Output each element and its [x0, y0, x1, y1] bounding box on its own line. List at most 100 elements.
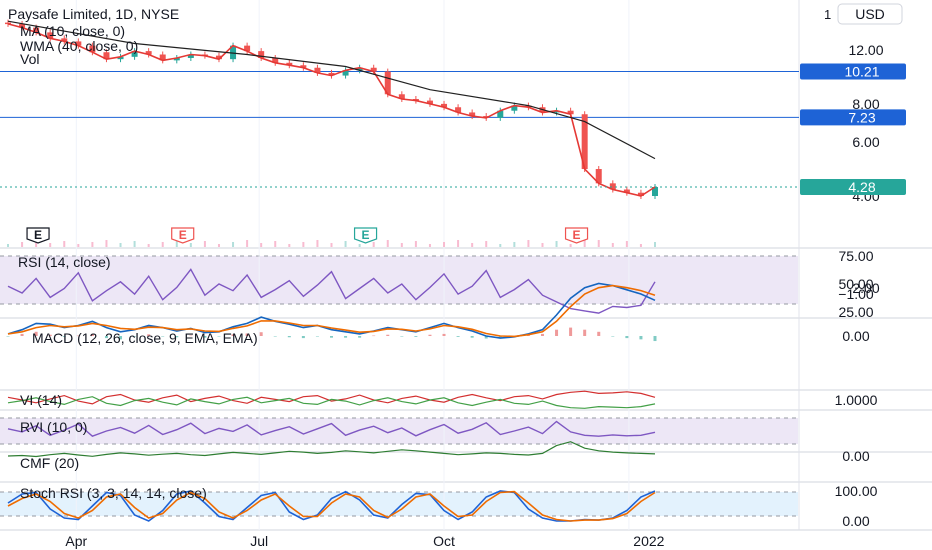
- macd-hist-bar-33: [470, 336, 474, 338]
- volume-bar-19: [274, 241, 277, 247]
- macd-signal-line: [7, 284, 656, 338]
- macd-hist-bar-44: [625, 336, 629, 339]
- candle-body-33: [469, 112, 476, 117]
- candle-body-0: [5, 22, 11, 25]
- volume-bar-45: [639, 244, 642, 247]
- candle-body-25: [356, 67, 363, 71]
- main-y-tick-1: 8.00: [852, 96, 879, 112]
- price-candles: [5, 19, 658, 199]
- currency-button[interactable]: USD: [837, 3, 903, 25]
- price-label-text-0: 10.21: [844, 63, 879, 79]
- main-y-tick-2: 6.00: [852, 134, 879, 150]
- macd-hist-bar-16: [231, 334, 235, 336]
- candle-body-1: [19, 23, 26, 28]
- rsi-band: [0, 256, 798, 304]
- volume-bar-15: [217, 244, 220, 247]
- macd-hist-bar-5: [76, 335, 80, 337]
- macd-hist-bar-0: [6, 336, 10, 337]
- macd-hist-bar-42: [597, 331, 601, 336]
- volume-bar-18: [260, 243, 263, 247]
- currency-button-frame[interactable]: [837, 3, 903, 25]
- candle-body-6: [89, 45, 96, 53]
- macd-hist-bar-20: [287, 336, 291, 338]
- candle-body-24: [342, 70, 349, 76]
- volume-bars: [7, 234, 656, 247]
- volume-bar-20: [288, 244, 291, 247]
- pane-separators: [0, 247, 932, 531]
- macd-y-tick-0: 0.00: [842, 328, 869, 344]
- candle-body-11: [159, 54, 166, 61]
- volume-bar-35: [499, 244, 502, 247]
- candle-body-32: [455, 107, 462, 113]
- vi-legend: VI (14): [20, 392, 62, 408]
- macd-hist-bar-2: [34, 331, 38, 336]
- volume-bar-24: [344, 241, 347, 247]
- candle-body-30: [426, 100, 433, 104]
- macd-hist-bar-39: [555, 329, 559, 336]
- candle-body-42: [595, 169, 602, 184]
- macd-hist-bar-38: [540, 333, 544, 336]
- macd-line: [7, 282, 656, 339]
- chart-title: Paysafe Limited, 1D, NYSE: [8, 6, 179, 22]
- event-marker-1: [171, 227, 195, 244]
- event-label-2: E: [362, 228, 370, 242]
- candle-body-9: [131, 51, 138, 57]
- vol-legend: Vol: [20, 51, 39, 67]
- macd-hist-bar-32: [456, 336, 460, 337]
- event-marker-0: [26, 227, 50, 244]
- macd-y-tick-1: −1.00: [838, 286, 874, 302]
- rsi-legend: RSI (14, close): [18, 254, 111, 270]
- rvi-legend: RVI (10, 0): [20, 419, 87, 435]
- volume-bar-14: [203, 241, 206, 247]
- rvi-band: [0, 418, 798, 444]
- candle-body-39: [553, 110, 560, 113]
- candle-body-34: [483, 116, 490, 118]
- macd-hist-bar-10: [147, 334, 151, 336]
- macd-hist-bar-29: [414, 336, 418, 337]
- volume-bar-25: [358, 244, 361, 247]
- candle-body-8: [117, 56, 124, 60]
- price-label-text-1: 7.23: [848, 109, 875, 125]
- macd-hist-bar-30: [428, 334, 432, 336]
- x-tick-label-0: Apr: [65, 533, 87, 549]
- macd-hist-bar-22: [315, 336, 319, 337]
- macd-hist-bar-46: [653, 336, 657, 342]
- macd-hist-bar-1: [20, 333, 24, 336]
- candle-body-26: [370, 67, 377, 72]
- macd-hist-bar-35: [498, 336, 502, 339]
- volume-bar-39: [555, 241, 558, 247]
- cmf-y-tick-0: 0.00: [842, 448, 869, 464]
- candle-body-28: [398, 94, 405, 99]
- candle-body-12: [173, 57, 180, 61]
- candle-body-7: [103, 52, 110, 60]
- volume-bar-7: [105, 240, 108, 247]
- volume-bar-37: [527, 240, 530, 247]
- price-label-box-1: [800, 109, 906, 126]
- currency-button-label[interactable]: USD: [855, 6, 885, 22]
- macd-hist-bar-25: [358, 336, 362, 338]
- ma-legend: MA (10, close, 0): [20, 23, 125, 39]
- macd-hist-bar-26: [372, 335, 376, 337]
- rsi-y-tick-1: 50.00: [838, 276, 873, 292]
- rsi-y-tick-2: 25.00: [838, 304, 873, 320]
- candle-body-45: [637, 192, 644, 196]
- macd-hist-bar-11: [161, 336, 165, 337]
- stoch-d-line: [7, 490, 656, 522]
- volume-bar-30: [428, 244, 431, 247]
- rsi-line: [7, 268, 656, 314]
- macd-histogram: [6, 327, 657, 342]
- cmf-legend: CMF (20): [20, 455, 79, 471]
- price-label-box-2: [800, 179, 906, 196]
- candle-body-4: [61, 38, 68, 42]
- candle-body-10: [145, 51, 152, 55]
- candle-body-31: [441, 103, 448, 108]
- volume-bar-26: [372, 242, 375, 247]
- volume-bar-36: [513, 242, 516, 247]
- macd-hist-bar-13: [189, 335, 193, 337]
- macd-hist-bar-21: [301, 336, 305, 339]
- volume-bar-3: [49, 243, 52, 247]
- volume-bar-12: [175, 240, 178, 247]
- x-tick-label-2: Oct: [433, 533, 455, 549]
- candle-body-5: [75, 41, 82, 46]
